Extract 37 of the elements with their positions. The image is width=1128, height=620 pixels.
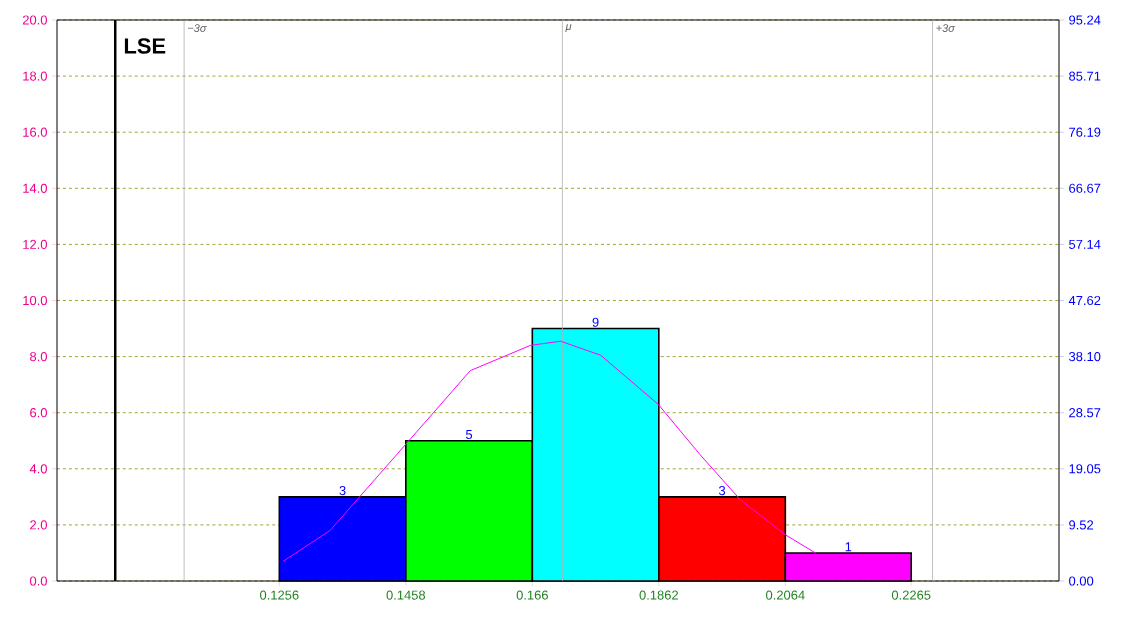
y-tick-label: 6.0 xyxy=(30,408,47,418)
ref-line-label: μ xyxy=(565,24,572,33)
y2-tick-label: 47.62 xyxy=(1068,295,1101,306)
y2-tick-label: 95.24 xyxy=(1069,15,1101,25)
y2-tick-label: 19.05 xyxy=(1069,464,1101,474)
x-tick-label: 0.2265 xyxy=(891,590,931,600)
y-tick-label: 12.0 xyxy=(23,239,47,249)
y2-tick-label: 0.00 xyxy=(1069,576,1094,586)
y2-tick-label: 57.14 xyxy=(1069,239,1101,249)
y2-tick-label: 85.71 xyxy=(1069,71,1101,81)
y-tick-label: 18.0 xyxy=(23,71,47,81)
y-tick-label: 4.0 xyxy=(29,464,47,474)
x-tick-label: 0.1862 xyxy=(639,590,678,600)
y-tick-label: 16.0 xyxy=(23,127,47,137)
data-label: 9 xyxy=(592,317,599,327)
y2-tick-label: 9.52 xyxy=(1069,520,1094,530)
x-tick-label: 0.166 xyxy=(516,590,548,600)
y2-tick-label: 38.10 xyxy=(1069,351,1101,362)
data-label: 5 xyxy=(465,430,473,440)
x-tick-label: 0.1458 xyxy=(386,590,426,600)
y2-tick-label: 76.19 xyxy=(1069,127,1101,137)
ref-line-label: +3σ xyxy=(936,24,956,32)
y-tick-label: 10.0 xyxy=(23,295,47,306)
y-tick-label: 8.0 xyxy=(30,352,47,362)
data-label: 1 xyxy=(845,542,852,552)
ref-line-label: LSE xyxy=(124,38,166,54)
y-tick-label: 0.0 xyxy=(29,576,47,586)
y2-tick-label: 66.67 xyxy=(1069,183,1101,193)
y2-tick-label: 28.57 xyxy=(1069,408,1101,418)
data-label: 3 xyxy=(718,485,726,496)
y-tick-label: 2.0 xyxy=(30,520,47,530)
y-tick-label: 20.0 xyxy=(22,15,47,25)
x-tick-label: 0.2064 xyxy=(766,590,805,600)
data-label: 3 xyxy=(339,485,346,496)
x-tick-label: 0.1256 xyxy=(260,590,299,600)
y-tick-label: 14.0 xyxy=(23,183,47,193)
ref-line-label: −3σ xyxy=(188,24,207,32)
